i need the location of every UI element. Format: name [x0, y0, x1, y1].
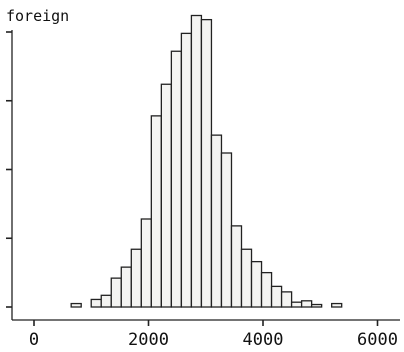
- histogram-bar: [270, 285, 283, 308]
- histogram-bar: [190, 14, 203, 308]
- chart-title: foreign: [6, 7, 69, 25]
- histogram-bar: [180, 32, 193, 308]
- histogram-bar: [210, 134, 223, 308]
- histogram-bar: [150, 115, 163, 308]
- histogram-bar: [230, 225, 243, 308]
- y-ticks: [6, 31, 12, 308]
- x-tick-label: 2000: [128, 330, 169, 350]
- histogram-bar: [250, 260, 263, 308]
- histogram-bar: [310, 303, 323, 308]
- histogram-bar: [280, 291, 293, 308]
- histogram-bar: [300, 300, 313, 308]
- histogram-bar: [170, 50, 183, 308]
- histogram-bar: [290, 301, 303, 308]
- x-tick-label: 4000: [243, 330, 284, 350]
- histogram-bar: [100, 294, 112, 308]
- histogram-bar: [331, 302, 343, 308]
- histogram-bar: [130, 248, 142, 308]
- histogram-bar: [260, 271, 273, 308]
- x-ticks: 0 2000 4000 6000: [29, 320, 398, 350]
- histogram-bar: [110, 277, 122, 308]
- histogram-bar: [240, 248, 253, 308]
- histogram-bar: [220, 152, 233, 308]
- histogram-bar: [140, 218, 152, 308]
- histogram-bar: [200, 18, 213, 308]
- axes: [11, 30, 400, 321]
- x-tick-label: 6000: [357, 330, 398, 350]
- histogram-bar: [90, 298, 102, 308]
- histogram-bar: [120, 266, 132, 308]
- histogram-bar: [70, 302, 82, 308]
- histogram-bar: [160, 83, 173, 308]
- x-tick-label: 0: [29, 330, 39, 350]
- bars: [70, 14, 343, 308]
